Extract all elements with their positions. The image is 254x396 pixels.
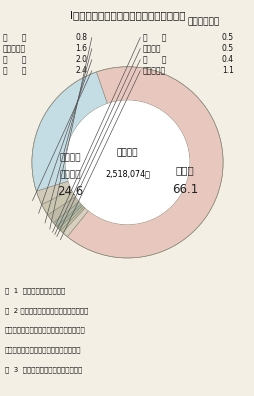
Text: 2.4: 2.4 [75, 67, 87, 75]
Text: 1.1: 1.1 [221, 67, 233, 75]
Text: 傷      害: 傷 害 [3, 33, 26, 42]
Text: 器物損壊等: 器物損壊等 [3, 44, 26, 53]
Text: 0.8: 0.8 [75, 33, 87, 42]
Text: 住居侵人: 住居侵人 [142, 44, 161, 53]
Text: （平成９年）: （平成９年） [187, 18, 219, 27]
Wedge shape [56, 204, 82, 228]
Text: そ　の　他: そ の 他 [142, 67, 165, 75]
Wedge shape [60, 207, 85, 232]
Text: 1.6: 1.6 [75, 44, 87, 53]
Wedge shape [53, 202, 81, 227]
Text: 0.5: 0.5 [221, 33, 233, 42]
Text: 3  巻末資料Ｉ－１の注７に同じ。: 3 巻末資料Ｉ－１の注７に同じ。 [5, 366, 82, 373]
Wedge shape [67, 67, 222, 258]
Text: 0.4: 0.4 [221, 55, 233, 64]
Wedge shape [41, 190, 75, 215]
Text: び１条の３に規定する罪を含む。: び１条の３に規定する罪を含む。 [5, 346, 81, 353]
Text: 0.5: 0.5 [221, 44, 233, 53]
Wedge shape [36, 181, 71, 205]
Text: 詐      欺: 詐 欺 [3, 55, 26, 64]
Wedge shape [58, 206, 84, 231]
Text: 交通関係: 交通関係 [59, 153, 81, 162]
Text: 注  1  警察庁の統計による。: 注 1 警察庁の統計による。 [5, 287, 65, 294]
Text: 2 「傷害」及び「器物損壊等」には，: 2 「傷害」及び「器物損壊等」には， [5, 307, 88, 314]
Text: 業　　道: 業 道 [59, 170, 81, 179]
Text: 横      領: 横 領 [3, 67, 26, 75]
Circle shape [66, 101, 188, 224]
Wedge shape [47, 196, 79, 223]
Text: 総　　数: 総 数 [116, 148, 138, 157]
Text: 窃　盗: 窃 盗 [175, 165, 194, 175]
Wedge shape [32, 72, 107, 191]
Text: 24.6: 24.6 [57, 185, 83, 198]
Wedge shape [62, 208, 88, 237]
Text: I－２図　刑法犯認知件数の罪名別構成比: I－２図 刑法犯認知件数の罪名別構成比 [70, 10, 184, 20]
Text: 暴力行為等処罰法１条，１条の２及: 暴力行為等処罰法１条，１条の２及 [5, 327, 86, 333]
Text: 66.1: 66.1 [171, 183, 197, 196]
Text: 2.0: 2.0 [75, 55, 87, 64]
Text: 2,518,074件: 2,518,074件 [105, 169, 149, 178]
Text: 偽      造: 偽 造 [142, 55, 166, 64]
Text: 恐      喝: 恐 喝 [142, 33, 166, 42]
